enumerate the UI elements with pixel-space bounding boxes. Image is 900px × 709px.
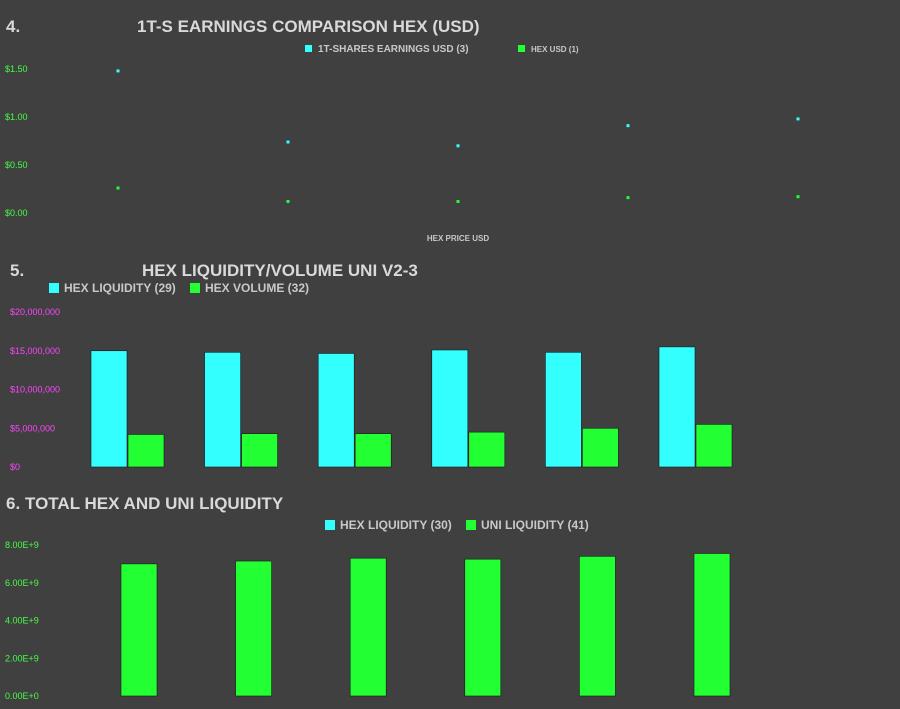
earnings-point — [456, 144, 460, 148]
liquidity-volume-y-tick-label: $0 — [10, 462, 20, 472]
legend-label-hex-usd: HEX USD (1) — [531, 45, 579, 54]
uni-liquidity-bar — [464, 558, 502, 697]
chart-total-liquidity: 6. TOTAL HEX AND UNI LIQUIDITY HEX LIQUI… — [5, 494, 731, 701]
liquidity-volume-y-tick-label: $20,000,000 — [10, 307, 60, 317]
chart-liquidity-volume-title: HEX LIQUIDITY/VOLUME UNI V2-3 — [142, 261, 418, 280]
hex-usd-point — [286, 199, 290, 203]
uni-liquidity-bar — [579, 556, 616, 697]
uni-liquidity-bar — [235, 560, 272, 697]
bars-total-liquidity — [120, 553, 731, 697]
total-liquidity-y-tick-label: 4.00E+9 — [5, 616, 39, 626]
earnings-y-tick-label: $0.00 — [5, 208, 28, 218]
liquidity-volume-y-tick-label: $5,000,000 — [10, 423, 55, 433]
hex-volume-bar — [695, 424, 733, 468]
earnings-point — [286, 140, 290, 144]
hex-liquidity-bar — [317, 353, 355, 468]
total-liquidity-y-tick-label: 6.00E+9 — [5, 578, 39, 588]
hex-liquidity-bar — [90, 350, 128, 468]
legend-swatch-uni-liquidity — [466, 520, 476, 530]
legend-label-uni-liquidity: UNI LIQUIDITY (41) — [481, 518, 589, 532]
hex-volume-bar — [468, 431, 506, 468]
earnings-y-tick-label: $0.50 — [5, 160, 28, 170]
bars-liquidity-volume — [90, 346, 733, 468]
scatter-points-earnings — [116, 69, 800, 203]
legend-label-hex-volume: HEX VOLUME (32) — [205, 281, 309, 295]
uni-liquidity-bar — [120, 563, 158, 697]
earnings-y-tick-label: $1.50 — [5, 64, 28, 74]
total-liquidity-y-tick-label: 8.00E+9 — [5, 540, 39, 550]
uni-liquidity-bar — [693, 553, 731, 697]
y-axis-ticks-earnings: $1.50 $1.00 $0.50 $0.00 — [5, 64, 28, 218]
hex-liquidity-bar — [545, 351, 582, 468]
earnings-y-tick-label: $1.00 — [5, 112, 28, 122]
hex-liquidity-bar — [658, 346, 696, 468]
hex-volume-bar — [354, 433, 392, 468]
x-axis-label-earnings: HEX PRICE USD — [427, 234, 489, 243]
y-axis-ticks-liquidity-volume: $20,000,000 $15,000,000 $10,000,000 $5,000,… — [10, 307, 60, 472]
hex-usd-point — [626, 196, 630, 200]
legend-swatch-earnings — [305, 45, 312, 52]
y-axis-ticks-total-liquidity: 8.00E+9 6.00E+9 4.00E+9 2.00E+9 0.00E+0 — [5, 540, 39, 701]
chart-earnings-title: 1T-S EARNINGS COMPARISON HEX (USD) — [137, 17, 480, 36]
hex-usd-point — [116, 186, 120, 190]
earnings-point — [116, 69, 120, 73]
hex-liquidity-bar — [431, 349, 469, 468]
legend-swatch-hex-usd — [518, 45, 525, 52]
total-liquidity-y-tick-label: 2.00E+9 — [5, 653, 39, 663]
legend-swatch-hex-liquidity-total — [325, 520, 335, 530]
chart-earnings: 4. 1T-S EARNINGS COMPARISON HEX (USD) 1T… — [5, 17, 800, 243]
chart-total-liquidity-number: 6. — [6, 494, 20, 513]
legend-swatch-hex-volume — [190, 283, 200, 293]
liquidity-volume-y-tick-label: $15,000,000 — [10, 346, 60, 356]
legend-swatch-hex-liquidity — [49, 283, 59, 293]
chart-total-liquidity-title: TOTAL HEX AND UNI LIQUIDITY — [25, 494, 284, 513]
legend-label-hex-liquidity: HEX LIQUIDITY (29) — [64, 281, 176, 295]
chart-earnings-number: 4. — [6, 17, 20, 36]
earnings-point — [796, 117, 800, 121]
hex-usd-point — [796, 195, 800, 199]
chart-liquidity-volume: 5. HEX LIQUIDITY/VOLUME UNI V2-3 HEX LIQ… — [10, 261, 733, 472]
earnings-point — [626, 124, 630, 128]
legend-label-earnings: 1T-SHARES EARNINGS USD (3) — [318, 44, 469, 55]
hex-volume-bar — [582, 427, 619, 468]
hex-volume-bar — [241, 433, 278, 468]
legend-label-hex-liquidity-total: HEX LIQUIDITY (30) — [340, 518, 452, 532]
uni-liquidity-bar — [349, 557, 387, 697]
total-liquidity-y-tick-label: 0.00E+0 — [5, 691, 39, 701]
hex-liquidity-bar — [204, 351, 241, 468]
hex-usd-point — [456, 199, 460, 203]
hex-volume-bar — [127, 434, 165, 468]
liquidity-volume-y-tick-label: $10,000,000 — [10, 385, 60, 395]
chart-liquidity-volume-number: 5. — [10, 261, 24, 280]
